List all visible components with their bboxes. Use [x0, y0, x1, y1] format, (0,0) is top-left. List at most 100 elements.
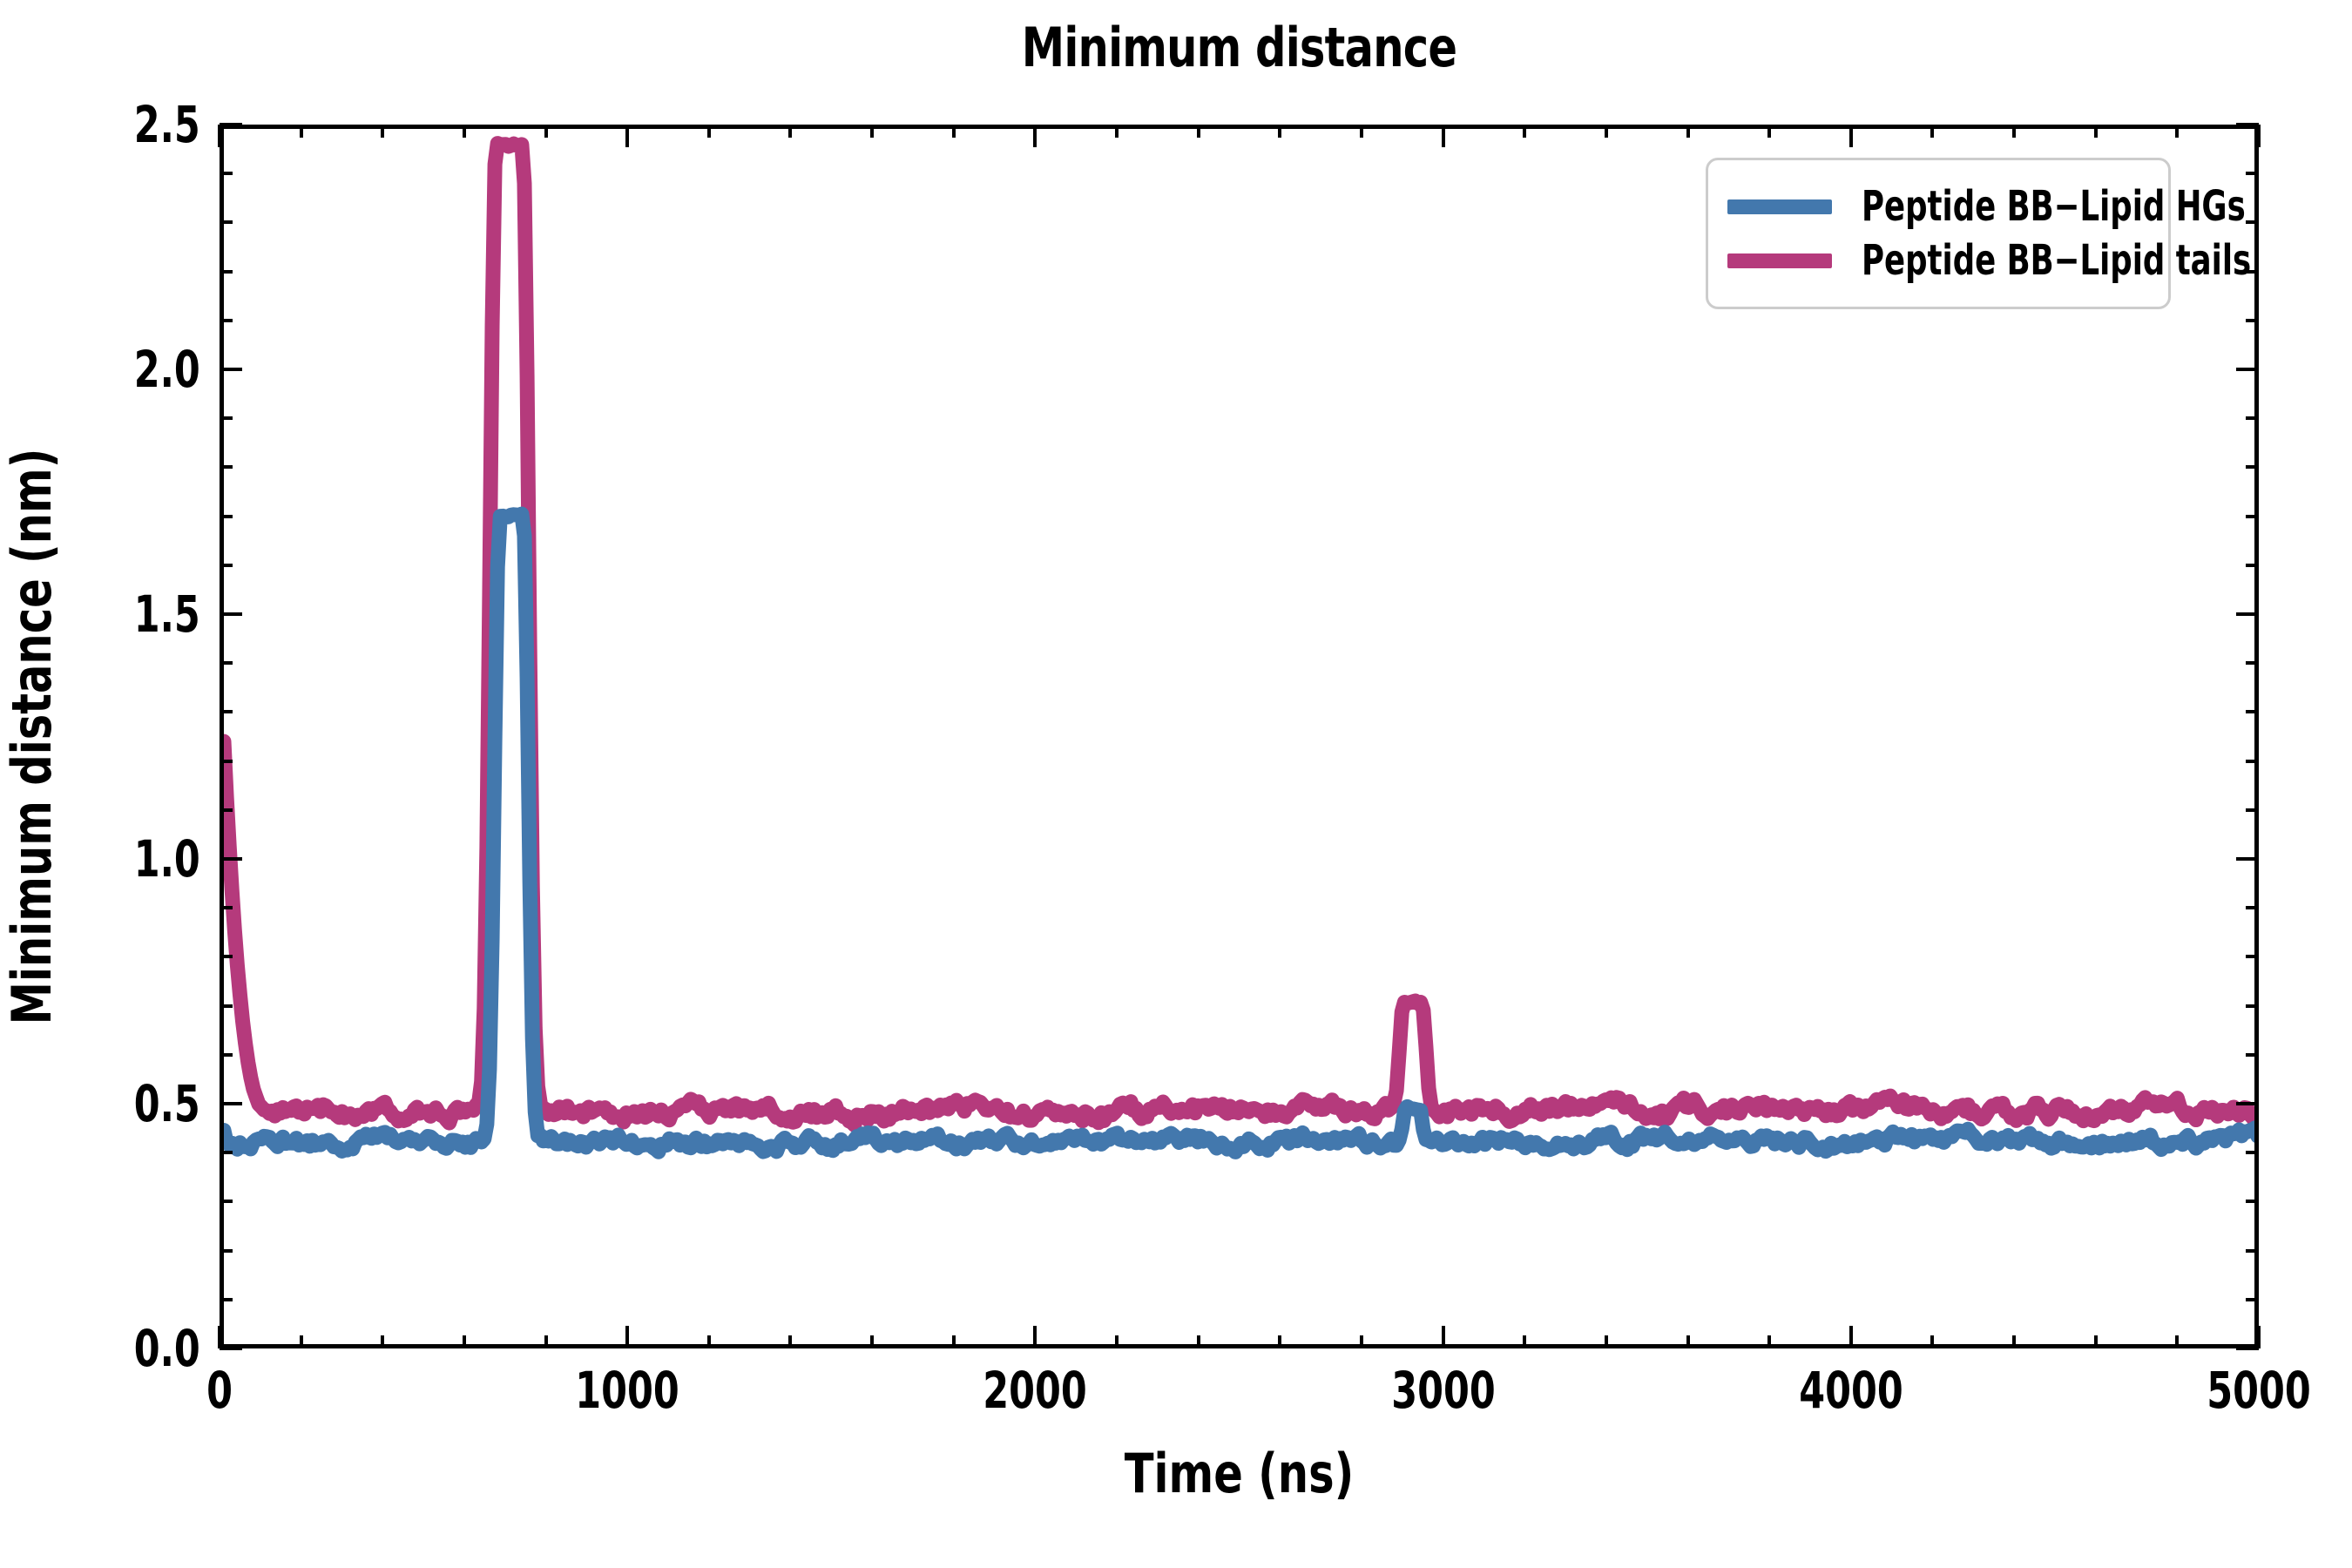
y-tick-minor — [220, 563, 233, 567]
x-tick-major-top — [2257, 125, 2261, 147]
x-tick-minor — [1686, 1335, 1690, 1348]
x-tick-minor-top — [1930, 125, 1935, 138]
y-tick-minor — [220, 1004, 233, 1008]
x-tick-minor — [544, 1335, 548, 1348]
y-tick-label: 0.0 — [133, 1319, 200, 1378]
y-tick-minor-right — [2246, 1248, 2259, 1253]
y-tick-major — [220, 1102, 242, 1105]
y-tick-minor — [220, 906, 233, 910]
x-tick-minor — [2012, 1335, 2017, 1348]
y-tick-minor — [220, 955, 233, 959]
y-tick-minor-right — [2246, 563, 2259, 567]
y-tick-major — [220, 368, 242, 371]
x-tick-minor-top — [788, 125, 793, 138]
x-axis-label: Time (ns) — [1124, 1442, 1355, 1505]
y-axis-label: Minimum distance (nm) — [0, 448, 64, 1025]
y-tick-minor-right — [2246, 906, 2259, 910]
y-tick-minor — [220, 416, 233, 421]
x-tick-minor — [1278, 1335, 1282, 1348]
y-tick-minor — [220, 1248, 233, 1253]
y-tick-minor-right — [2246, 220, 2259, 225]
x-tick-major — [1441, 1326, 1445, 1348]
x-tick-major — [1033, 1326, 1037, 1348]
y-tick-minor-right — [2246, 808, 2259, 812]
x-tick-label: 4000 — [1799, 1361, 1903, 1420]
x-tick-minor — [1359, 1335, 1363, 1348]
x-tick-minor-top — [951, 125, 956, 138]
series-canvas — [224, 136, 2254, 1159]
x-tick-label: 1000 — [575, 1361, 679, 1420]
x-tick-major-top — [625, 125, 630, 147]
chart-title: Minimum distance — [1021, 16, 1457, 79]
y-tick-major-right — [2236, 123, 2259, 126]
x-tick-major — [2257, 1326, 2261, 1348]
x-tick-minor-top — [544, 125, 548, 138]
plot-clip — [224, 129, 2254, 1344]
legend-label-hgs: Peptide BB−Lipid HGs — [1862, 182, 2246, 231]
y-tick-label: 2.5 — [133, 95, 200, 154]
y-tick-major-right — [2236, 612, 2259, 616]
x-tick-minor — [1115, 1335, 1119, 1348]
x-tick-minor — [1196, 1335, 1200, 1348]
legend-swatch-tails — [1727, 253, 1832, 268]
x-tick-minor-top — [2093, 125, 2098, 138]
y-tick-minor — [220, 318, 233, 322]
y-tick-minor-right — [2246, 1052, 2259, 1057]
x-tick-label: 3000 — [1390, 1361, 1496, 1420]
y-tick-minor-right — [2246, 661, 2259, 666]
y-tick-minor — [220, 465, 233, 470]
y-tick-minor-right — [2246, 710, 2259, 714]
y-tick-minor-right — [2246, 1200, 2259, 1204]
legend-swatch-hgs — [1727, 199, 1832, 214]
x-tick-minor-top — [1767, 125, 1772, 138]
x-tick-major — [218, 1326, 221, 1348]
x-tick-minor-top — [1686, 125, 1690, 138]
y-tick-major-right — [2236, 1347, 2259, 1350]
y-tick-major — [220, 1347, 242, 1350]
x-tick-minor — [1930, 1335, 1935, 1348]
x-tick-minor-top — [381, 125, 385, 138]
y-tick-major — [220, 123, 242, 126]
x-tick-minor — [1604, 1335, 1608, 1348]
plot-area — [220, 125, 2259, 1348]
y-tick-minor-right — [2246, 172, 2259, 176]
x-tick-minor-top — [299, 125, 303, 138]
y-tick-minor-right — [2246, 1151, 2259, 1155]
y-tick-minor — [220, 514, 233, 518]
series-line-tails — [224, 136, 2254, 1132]
x-tick-minor-top — [1115, 125, 1119, 138]
x-tick-minor — [706, 1335, 711, 1348]
y-tick-major — [220, 857, 242, 861]
x-tick-minor-top — [1196, 125, 1200, 138]
y-tick-minor — [220, 1200, 233, 1204]
y-tick-minor-right — [2246, 269, 2259, 274]
y-tick-minor — [220, 172, 233, 176]
y-tick-major-right — [2236, 857, 2259, 861]
x-tick-minor — [299, 1335, 303, 1348]
legend-entry-hgs: Peptide BB−Lipid HGs — [1727, 179, 2246, 233]
x-tick-label: 0 — [206, 1361, 233, 1420]
y-tick-minor-right — [2246, 465, 2259, 470]
x-tick-minor — [1523, 1335, 1527, 1348]
y-tick-minor-right — [2246, 416, 2259, 421]
y-tick-minor — [220, 808, 233, 812]
x-tick-minor-top — [462, 125, 466, 138]
y-tick-minor — [220, 1151, 233, 1155]
y-tick-minor-right — [2246, 955, 2259, 959]
x-tick-minor — [788, 1335, 793, 1348]
legend-entry-tails: Peptide BB−Lipid tails — [1727, 233, 2251, 287]
y-tick-label: 1.5 — [133, 585, 200, 644]
x-tick-major-top — [218, 125, 221, 147]
x-tick-minor-top — [706, 125, 711, 138]
x-tick-minor-top — [2012, 125, 2017, 138]
x-tick-label: 2000 — [983, 1361, 1088, 1420]
y-tick-minor — [220, 1052, 233, 1057]
x-tick-minor-top — [870, 125, 875, 138]
legend: Peptide BB−Lipid HGs Peptide BB−Lipid ta… — [1706, 158, 2251, 309]
y-tick-minor — [220, 1297, 233, 1301]
x-tick-minor — [462, 1335, 466, 1348]
x-tick-major — [1848, 1326, 1853, 1348]
y-tick-minor — [220, 269, 233, 274]
x-tick-major-top — [1441, 125, 1445, 147]
